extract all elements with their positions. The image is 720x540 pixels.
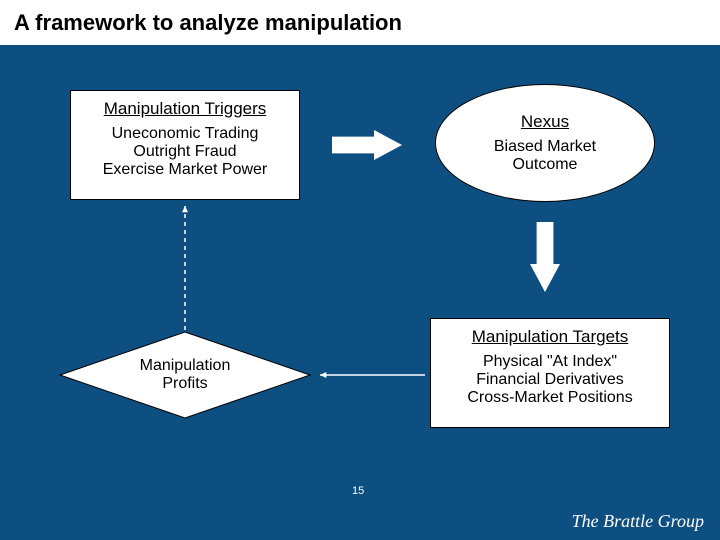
node-nexus-line-0: Biased Market [494, 138, 596, 156]
node-targets-title: Manipulation Targets [437, 327, 663, 347]
node-profits: Manipulation Profits [60, 332, 310, 418]
arrow-targets-to-profits [312, 367, 433, 385]
diagram-area: Manipulation Triggers Uneconomic Trading… [0, 45, 720, 505]
node-triggers-line-2: Exercise Market Power [77, 161, 293, 179]
node-targets: Manipulation Targets Physical "At Index"… [430, 318, 670, 428]
node-targets-line-1: Financial Derivatives [437, 371, 663, 389]
node-profits-line-0: Manipulation [60, 357, 310, 375]
node-profits-line-1: Profits [60, 375, 310, 393]
slide-title: A framework to analyze manipulation [14, 10, 402, 36]
node-triggers-line-0: Uneconomic Trading [77, 125, 293, 143]
node-nexus: Nexus Biased Market Outcome [435, 84, 655, 202]
arrow-profits-to-triggers [177, 198, 195, 338]
arrow-triggers-to-nexus [332, 130, 402, 160]
node-targets-line-2: Cross-Market Positions [437, 389, 663, 407]
node-nexus-title: Nexus [521, 112, 569, 132]
node-triggers-title: Manipulation Triggers [77, 99, 293, 119]
node-nexus-line-1: Outcome [513, 156, 578, 174]
brand-logo: The Brattle Group [572, 511, 704, 532]
footer-bar: The Brattle Group [0, 505, 720, 540]
page-number: 15 [352, 485, 364, 497]
node-triggers-line-1: Outright Fraud [77, 143, 293, 161]
node-profits-text: Manipulation Profits [60, 357, 310, 393]
node-triggers: Manipulation Triggers Uneconomic Trading… [70, 90, 300, 200]
arrow-nexus-to-targets [530, 222, 560, 292]
slide: A framework to analyze manipulation Mani… [0, 0, 720, 540]
node-targets-line-0: Physical "At Index" [437, 353, 663, 371]
